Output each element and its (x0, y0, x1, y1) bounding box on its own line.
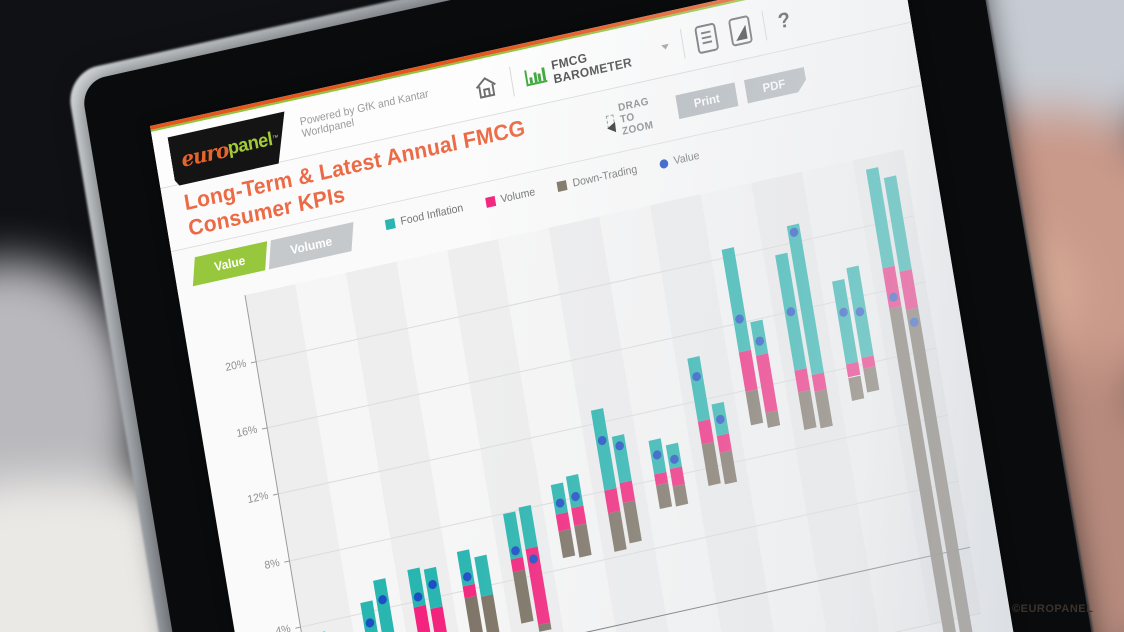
chevron-down-icon (661, 43, 670, 51)
help-button[interactable]: ? (776, 7, 792, 33)
bar-segment-food-inflation[interactable] (565, 473, 584, 508)
bar-segment-down-trading[interactable] (765, 410, 781, 429)
pdf-button[interactable]: PDF (744, 66, 808, 103)
logo-panel-text: panel (226, 128, 274, 159)
legend-label: Food Inflation (399, 202, 465, 228)
y-axis-tick-label: 20% (224, 357, 248, 375)
europanel-watermark: ©EUROPANEL (1012, 603, 1094, 615)
legend-item-volume[interactable]: Volume (484, 186, 537, 209)
bar-segment-volume[interactable] (669, 466, 685, 488)
tab-volume[interactable]: Volume (268, 222, 354, 270)
legend-label: Down-Trading (571, 163, 639, 190)
legend-label: Volume (499, 186, 537, 206)
legend-swatch-icon (384, 218, 396, 231)
tab-label: Volume (289, 234, 333, 258)
bar-segment-down-trading[interactable] (464, 595, 484, 632)
bar-segment-volume[interactable] (811, 372, 827, 393)
bar-chart-icon (524, 65, 548, 86)
bar-segment-food-inflation[interactable] (721, 246, 751, 353)
report-document-icon[interactable] (693, 21, 720, 54)
legend-swatch-icon (484, 195, 496, 208)
legend-dot-icon (658, 158, 669, 169)
column-band (244, 284, 373, 632)
column-band (548, 216, 677, 632)
bar-segment-down-trading[interactable] (672, 484, 689, 507)
y-axis-tick-label: 8% (263, 556, 281, 572)
legend-item-down-trading[interactable]: Down-Trading (556, 163, 639, 192)
tab-value[interactable]: Value (192, 241, 267, 287)
bar-segment-volume[interactable] (738, 349, 758, 392)
bar-segment-down-trading[interactable] (745, 389, 764, 426)
logo-trademark: ™ (271, 134, 280, 143)
drag-to-zoom-control[interactable]: DRAG TO ZOOM (604, 91, 671, 140)
home-icon[interactable] (472, 72, 500, 101)
drag-zoom-label: DRAG TO ZOOM (617, 94, 655, 138)
clipboard-pencil-icon[interactable] (727, 14, 754, 47)
y-axis-tick-label: 4% (274, 622, 292, 632)
legend-swatch-icon (556, 179, 568, 192)
bar-segment-volume[interactable] (845, 361, 861, 378)
bar-segment-down-trading[interactable] (655, 482, 673, 509)
bar-segment-down-trading[interactable] (863, 366, 880, 393)
bar-segment-food-inflation[interactable] (474, 554, 494, 597)
legend-item-food-inflation[interactable]: Food Inflation (384, 202, 465, 231)
app-page: euro panel ™ Powered by GfK and Kantar Wor… (150, 0, 1027, 632)
drag-zoom-icon (605, 114, 616, 129)
legend-label: Value (672, 149, 701, 168)
bar-segment-down-trading[interactable] (574, 523, 592, 558)
fmcg-barometer-label: FMCG BAROMETER (550, 50, 633, 86)
bar-segment-volume[interactable] (716, 433, 732, 453)
logo-euro-text: euro (179, 136, 231, 172)
bar-segment-down-trading[interactable] (558, 528, 576, 558)
toolbar-separator (761, 10, 768, 40)
tab-label: Value (213, 253, 247, 275)
y-axis-tick-label: 12% (246, 490, 270, 507)
toolbar-separator (679, 28, 686, 59)
bar-segment-volume[interactable] (510, 556, 526, 573)
bar-segment-volume[interactable] (571, 505, 587, 527)
bar-segment-volume[interactable] (555, 512, 571, 532)
legend-item-value[interactable]: Value (658, 149, 701, 171)
bar-segment-down-trading[interactable] (848, 375, 865, 401)
y-axis-tick-label: 16% (235, 423, 259, 441)
toolbar-separator (509, 66, 516, 96)
print-button[interactable]: Print (674, 81, 739, 119)
